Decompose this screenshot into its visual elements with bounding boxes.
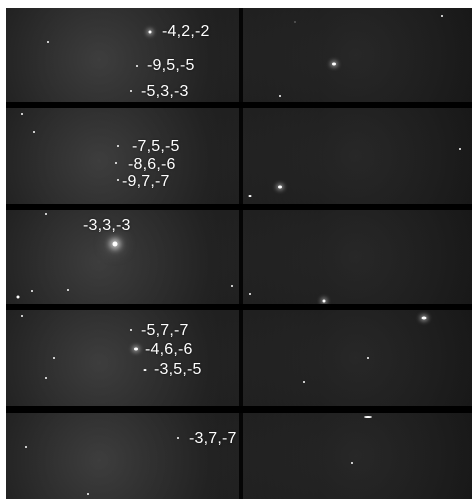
diffraction-spot [231, 285, 233, 287]
diffraction-spot [367, 357, 369, 359]
miller-index-label: -7,5,-5 [132, 138, 180, 155]
diffraction-spot [115, 162, 117, 164]
diffraction-spot [148, 30, 152, 34]
diffraction-spot [130, 90, 132, 92]
diffraction-spot [21, 315, 23, 317]
diffraction-spot [130, 329, 132, 331]
diffraction-spot [21, 113, 23, 115]
diffraction-spot [117, 145, 119, 147]
miller-index-label: -4,6,-6 [145, 341, 193, 358]
diffraction-spot [441, 15, 443, 17]
miller-index-label: -4,2,-2 [162, 23, 210, 40]
diffraction-spot [136, 65, 138, 67]
diffraction-spot [279, 95, 281, 97]
diffraction-spot [364, 416, 372, 418]
detector-panel-5: -3,7,-7 [6, 413, 472, 499]
diffraction-spot [117, 179, 119, 181]
miller-index-label: -3,7,-7 [189, 430, 237, 447]
miller-index-label: -8,6,-6 [128, 156, 176, 173]
diffraction-spot [294, 21, 296, 23]
miller-index-label: -5,7,-7 [141, 322, 189, 339]
detector-panel-3: -3,3,-3 [6, 210, 472, 304]
miller-index-label: -3,5,-5 [154, 361, 202, 378]
diffraction-spot [67, 289, 69, 291]
diffraction-spot [322, 299, 326, 303]
diffraction-spot [134, 347, 138, 351]
miller-index-label: -9,7,-7 [122, 173, 170, 190]
diffraction-spot [303, 381, 305, 383]
diffraction-spot [112, 241, 118, 247]
diffraction-spot [45, 213, 47, 215]
diffraction-spot [25, 446, 27, 448]
diffraction-spot [53, 357, 55, 359]
diffraction-spot [332, 62, 336, 66]
diffraction-spot [248, 195, 252, 197]
detector-panel-4: -5,7,-7 -4,6,-6 -3,5,-5 [6, 310, 472, 406]
miller-index-label: -5,3,-3 [141, 83, 189, 100]
diffraction-spot [31, 290, 33, 292]
detector-panel-1: -4,2,-2 -9,5,-5 -5,3,-3 [6, 8, 472, 102]
diffraction-spot [143, 369, 147, 371]
diffraction-spot [177, 437, 179, 439]
diffraction-spot [249, 293, 251, 295]
diffraction-spot [16, 295, 20, 299]
detector-panel-2: -7,5,-5 -8,6,-6 -9,7,-7 [6, 108, 472, 204]
miller-index-label: -3,3,-3 [83, 217, 131, 234]
diffraction-spot [87, 493, 89, 495]
diffraction-spot [351, 462, 353, 464]
diffraction-spot [278, 185, 282, 189]
diffraction-spot [45, 377, 47, 379]
diffraction-spot [47, 41, 49, 43]
diffraction-image: -4,2,-2 -9,5,-5 -5,3,-3 -7,5,-5 -8,6,-6 … [6, 8, 472, 499]
diffraction-spot [421, 316, 427, 320]
diffraction-spot [459, 148, 461, 150]
miller-index-label: -9,5,-5 [147, 57, 195, 74]
diffraction-spot [33, 131, 35, 133]
